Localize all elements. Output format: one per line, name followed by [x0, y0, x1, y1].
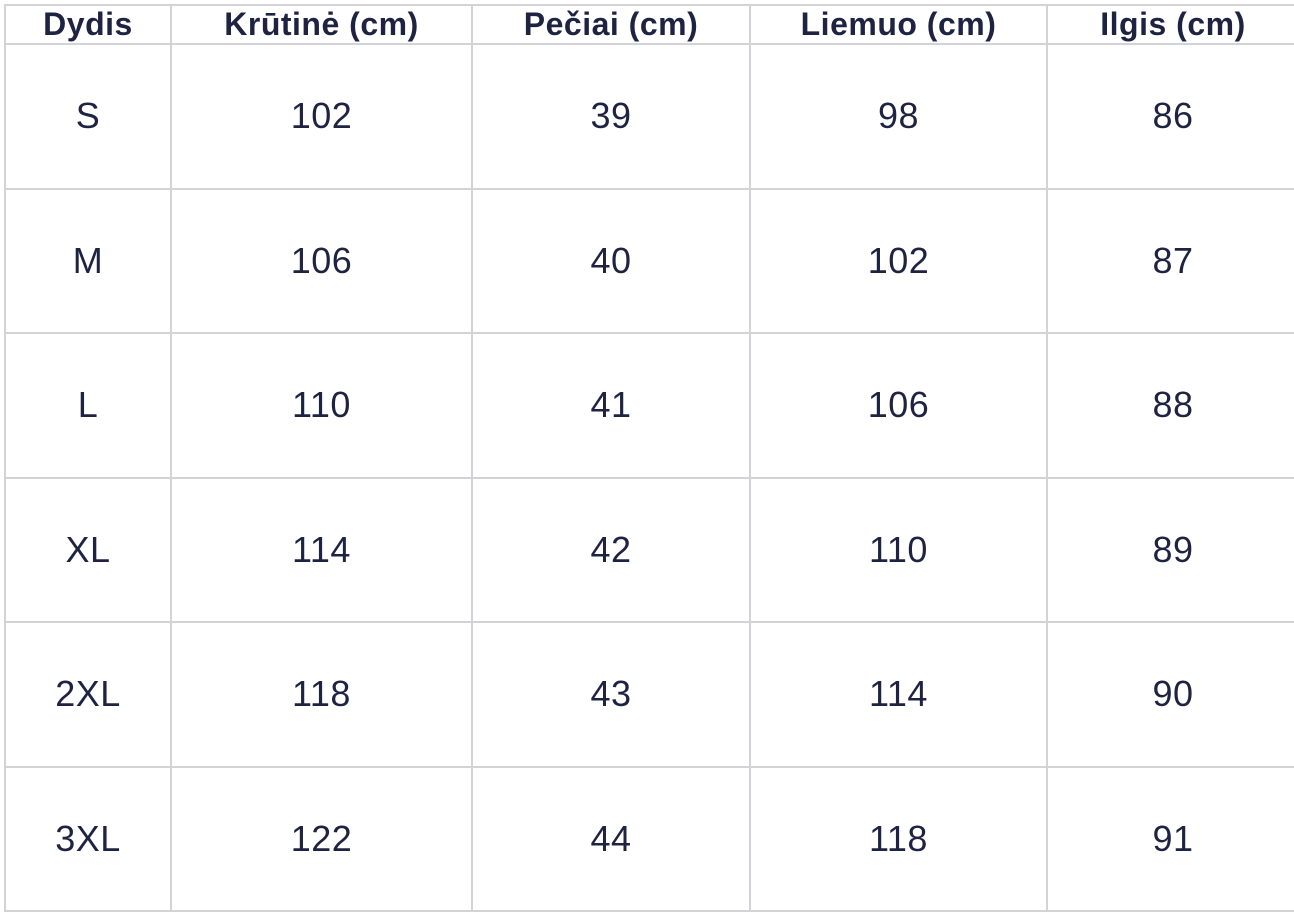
header-row: Dydis Krūtinė (cm) Pečiai (cm) Liemuo (c…	[4, 4, 1294, 45]
chest-cell: 106	[170, 187, 473, 334]
length-cell: 88	[1046, 332, 1294, 479]
waist-cell: 106	[749, 332, 1048, 479]
waist-cell: 114	[749, 621, 1048, 768]
table-row-2xl: 2XL 118 43 114 90	[4, 621, 1294, 768]
length-cell: 87	[1046, 187, 1294, 334]
length-cell: 91	[1046, 765, 1294, 912]
table-row-l: L 110 41 106 88	[4, 332, 1294, 479]
size-chart-table: Dydis Krūtinė (cm) Pečiai (cm) Liemuo (c…	[4, 4, 1294, 912]
column-header-chest: Krūtinė (cm)	[170, 4, 473, 45]
size-cell: XL	[4, 476, 172, 623]
size-cell: M	[4, 187, 172, 334]
length-cell: 89	[1046, 476, 1294, 623]
size-cell: 3XL	[4, 765, 172, 912]
length-cell: 86	[1046, 43, 1294, 190]
chest-cell: 110	[170, 332, 473, 479]
table-row-3xl: 3XL 122 44 118 91	[4, 765, 1294, 912]
shoulder-cell: 39	[471, 43, 751, 190]
table-row-s: S 102 39 98 86	[4, 43, 1294, 190]
table-row-xl: XL 114 42 110 89	[4, 476, 1294, 623]
shoulder-cell: 41	[471, 332, 751, 479]
waist-cell: 118	[749, 765, 1048, 912]
chest-cell: 102	[170, 43, 473, 190]
waist-cell: 102	[749, 187, 1048, 334]
shoulder-cell: 40	[471, 187, 751, 334]
chest-cell: 118	[170, 621, 473, 768]
length-cell: 90	[1046, 621, 1294, 768]
column-header-shoulder: Pečiai (cm)	[471, 4, 751, 45]
chest-cell: 122	[170, 765, 473, 912]
size-cell: S	[4, 43, 172, 190]
column-header-length: Ilgis (cm)	[1046, 4, 1294, 45]
table-row-m: M 106 40 102 87	[4, 187, 1294, 334]
shoulder-cell: 43	[471, 621, 751, 768]
size-cell: 2XL	[4, 621, 172, 768]
shoulder-cell: 42	[471, 476, 751, 623]
column-header-waist: Liemuo (cm)	[749, 4, 1048, 45]
waist-cell: 110	[749, 476, 1048, 623]
column-header-size: Dydis	[4, 4, 172, 45]
size-cell: L	[4, 332, 172, 479]
waist-cell: 98	[749, 43, 1048, 190]
shoulder-cell: 44	[471, 765, 751, 912]
chest-cell: 114	[170, 476, 473, 623]
